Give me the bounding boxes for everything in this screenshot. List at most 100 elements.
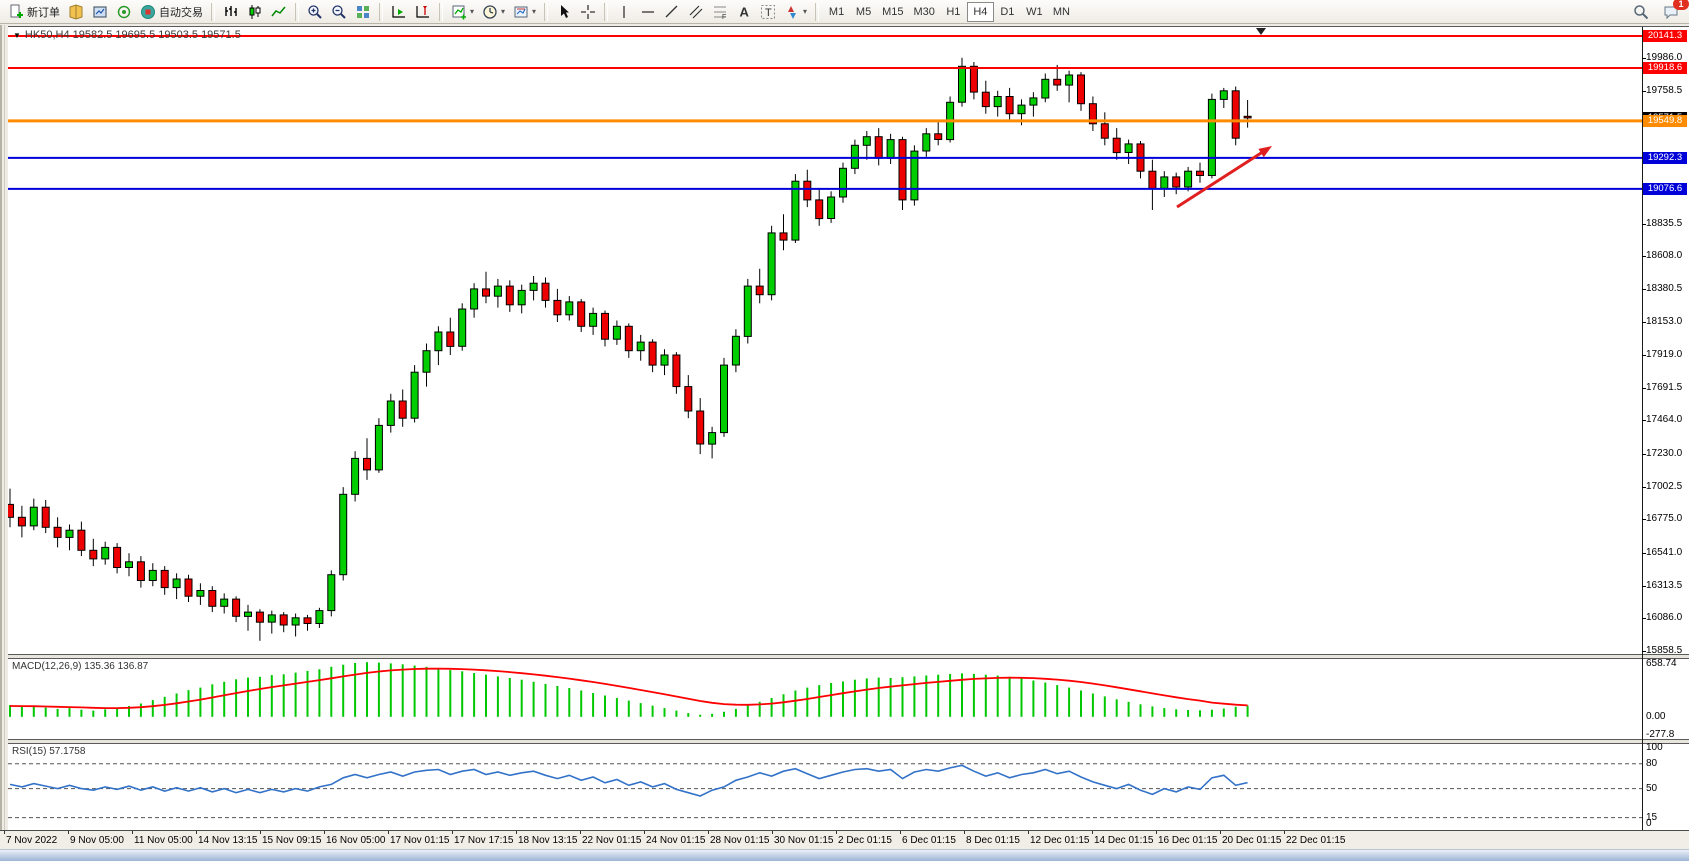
time-axis[interactable]: 7 Nov 2022 9 Nov 05:00 11 Nov 05:00 14 Nov …	[0, 830, 1689, 849]
timeframe-m15[interactable]: M15	[877, 2, 908, 22]
time-axis-label: 22 Nov 01:15	[582, 835, 642, 846]
toolbar-button-hline[interactable]	[636, 1, 660, 22]
toolbar-button-new-order[interactable]: 新订单	[4, 1, 64, 22]
toolbar-button-zoom-out[interactable]	[327, 1, 351, 22]
time-axis-label: 7 Nov 2022	[6, 835, 58, 846]
toolbar-right: 1	[1629, 0, 1689, 22]
toolbar-button-text[interactable]: A	[732, 1, 756, 22]
time-axis-label: 17 Nov 01:15	[390, 835, 450, 846]
candle	[1184, 166, 1193, 192]
toolbar-button-indicators[interactable]: ▾	[447, 1, 478, 22]
toolbar-button-metaeditor[interactable]	[64, 1, 88, 22]
timeframe-mn[interactable]: MN	[1048, 2, 1075, 22]
time-axis-label: 17 Nov 17:15	[454, 835, 514, 846]
candle	[1112, 128, 1121, 160]
price-tick-label: 17919.0	[1646, 349, 1683, 361]
toolbar-button-text-label[interactable]: T	[756, 1, 780, 22]
time-axis-label: 16 Nov 05:00	[326, 835, 386, 846]
search-button[interactable]	[1629, 1, 1653, 22]
candle	[77, 521, 86, 557]
toolbar-button-auto-scroll[interactable]	[387, 1, 411, 22]
timeframe-h1[interactable]: H1	[940, 2, 967, 22]
time-tick-mark	[196, 831, 197, 834]
candle	[1231, 86, 1240, 146]
chart-shift-marker[interactable]	[1256, 28, 1266, 35]
toolbar-button-fibonacci[interactable]: F	[708, 1, 732, 22]
candle	[351, 451, 360, 502]
rsi-line	[9, 764, 1248, 797]
indicators-icon	[452, 5, 466, 19]
toolbar-separator	[544, 2, 549, 21]
candle	[517, 284, 526, 314]
time-axis-label: 18 Nov 13:15	[518, 835, 578, 846]
price-tick-label: 16313.5	[1646, 579, 1683, 591]
main-chart-pane[interactable]	[8, 27, 1642, 655]
price-tick-mark	[1642, 90, 1646, 92]
time-tick-mark	[1092, 831, 1093, 834]
toolbar-separator	[439, 2, 443, 21]
rsi-pane[interactable]	[8, 743, 1642, 830]
candle	[1065, 70, 1074, 103]
timeframe-m5[interactable]: M5	[850, 2, 877, 22]
candle	[434, 326, 443, 366]
candle	[1148, 159, 1157, 210]
price-tick-mark	[1642, 387, 1646, 389]
toolbar-separator	[604, 2, 609, 21]
toolbar-button-periods[interactable]: ▾	[478, 1, 509, 22]
toolbar-button-channel[interactable]	[684, 1, 708, 22]
pane-separator[interactable]	[8, 654, 1689, 659]
svg-text:F: F	[722, 14, 726, 20]
price-tick-mark	[1642, 288, 1646, 290]
candle	[53, 517, 62, 548]
candle	[1207, 93, 1216, 179]
candle	[1219, 87, 1228, 108]
toolbar-button-trendline[interactable]	[660, 1, 684, 22]
trend-arrow-annotation[interactable]	[1176, 146, 1272, 209]
tile-windows-icon	[357, 5, 369, 18]
candle	[648, 339, 657, 373]
chart-background	[8, 27, 1689, 830]
pane-separator[interactable]	[8, 739, 1689, 744]
macd-tick-label: 658.74	[1646, 658, 1677, 669]
candle	[232, 596, 241, 623]
candle	[244, 604, 252, 631]
price-tick-mark	[1642, 486, 1646, 488]
toolbar-button-chart-line[interactable]	[267, 1, 291, 22]
toolbar-button-chart-shift[interactable]	[411, 1, 435, 22]
time-tick-mark	[964, 831, 965, 834]
timeframe-d1[interactable]: D1	[994, 2, 1021, 22]
toolbar-separator	[379, 2, 383, 21]
toolbar-button-chart-bars[interactable]	[219, 1, 243, 22]
price-tick-label: 17691.5	[1646, 381, 1683, 393]
toolbar-separator	[295, 2, 299, 21]
toolbar-button-templates[interactable]: ▾	[509, 1, 540, 22]
timeframe-h4[interactable]: H4	[966, 1, 994, 22]
toolbar-button-vline[interactable]	[612, 1, 636, 22]
toolbar-button-tile-windows[interactable]	[351, 1, 375, 22]
toolbar-button-cursor[interactable]	[552, 1, 576, 22]
toolbar-button-signals[interactable]	[112, 1, 136, 22]
status-strip	[0, 849, 1689, 861]
toolbar-button-market-watch[interactable]	[88, 1, 112, 22]
macd-pane[interactable]	[8, 658, 1642, 740]
timeframe-m30[interactable]: M30	[908, 2, 939, 22]
toolbar-button-crosshair[interactable]	[576, 1, 600, 22]
timeframe-m1[interactable]: M1	[823, 2, 850, 22]
text-label-icon: T	[761, 4, 776, 19]
zoom-in-icon	[308, 4, 322, 19]
notification-badge: 1	[1673, 0, 1689, 10]
toolbar-button-zoom-in[interactable]	[303, 1, 327, 22]
candle	[839, 162, 847, 203]
macd-signal-line	[9, 667, 1248, 709]
toolbar-button-chart-candles[interactable]	[243, 1, 267, 22]
candle	[29, 498, 38, 531]
candle	[624, 323, 633, 358]
candle	[708, 426, 717, 459]
toolbar-button-auto-trading[interactable]: 自动交易	[136, 1, 207, 22]
timeframe-w1[interactable]: W1	[1021, 2, 1048, 22]
candle	[410, 365, 419, 423]
price-axis[interactable]: 19986.0 19758.5 18835.5 18608.0 18380.5 18153…	[1642, 27, 1689, 830]
candle	[255, 609, 264, 641]
candle	[1005, 87, 1014, 121]
toolbar-button-shapes[interactable]: ▾	[780, 1, 811, 22]
